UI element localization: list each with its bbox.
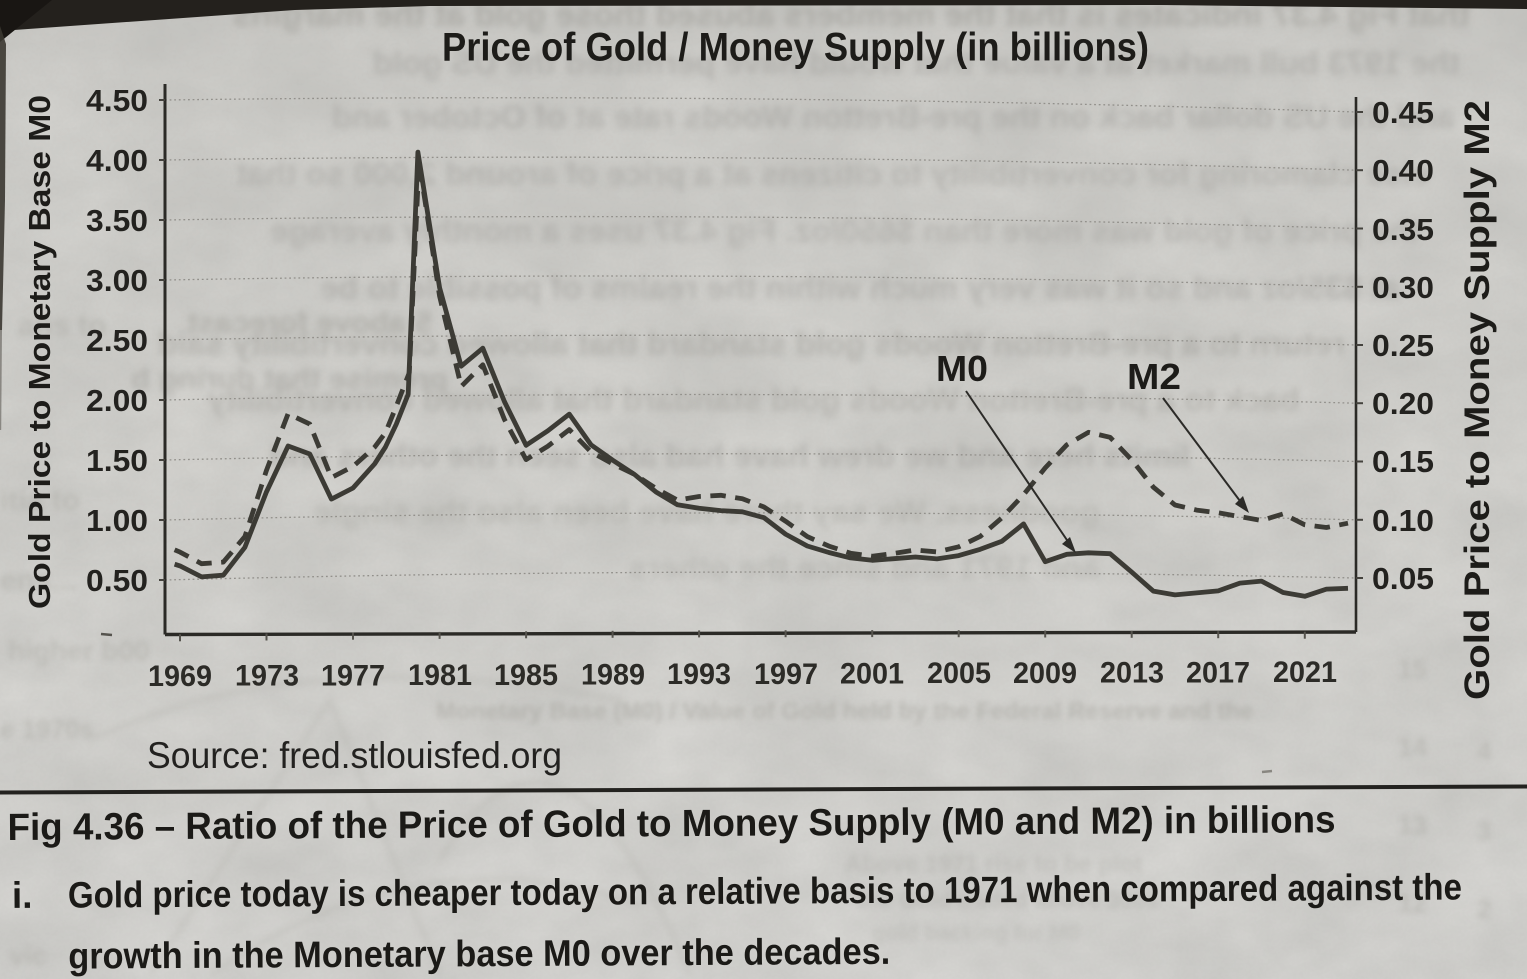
svg-text:0.20: 0.20 [1372,386,1434,421]
svg-text:14: 14 [1398,732,1427,762]
svg-text:0.10: 0.10 [1372,503,1434,538]
svg-text:gold backing for M0: gold backing for M0 [872,920,1080,945]
svg-text:e 1970s: e 1970s [0,714,94,744]
svg-text:the price of gold was more tha: the price of gold was more than $650/oz.… [270,212,1420,249]
svg-text:and 1971 and since the others: and 1971 and since the others [629,549,1100,586]
svg-text:ens...: ens... [0,564,77,597]
svg-text:1973: 1973 [235,660,299,693]
svg-text:premise that during b: premise that during b [131,361,448,396]
svg-text:1989: 1989 [581,659,645,692]
svg-text:0.50: 0.50 [86,563,148,598]
svg-text:the 1973 bull market at a valu: the 1973 bull market at a value that wou… [373,44,1460,81]
svg-text:13: 13 [1398,810,1427,840]
svg-text:1981: 1981 [408,659,472,692]
svg-text:5 above forecast: 5 above forecast [187,305,432,340]
svg-text:higher b00: higher b00 [8,635,150,666]
svg-text:4.00: 4.00 [86,143,148,178]
svg-text:4.50: 4.50 [86,83,148,118]
svg-text:1969: 1969 [148,660,212,693]
svg-text:2001: 2001 [840,658,904,691]
svg-text:0.25: 0.25 [1372,328,1434,363]
svg-text:0.30: 0.30 [1372,270,1434,305]
svg-text:2005: 2005 [927,657,991,690]
svg-text:M0: M0 [936,348,988,389]
svg-text:2009: 2009 [1013,657,1077,690]
svg-text:back to a pre-Bretton Woods go: back to a pre-Bretton Woods gold standar… [207,381,1300,418]
svg-text:itia to: itia to [0,484,80,517]
svg-text:at $35/oz and so it was very: at $35/oz and so it was very much within… [320,269,1400,306]
svg-text:Gold price today is cheaper to: Gold price today is cheaper today on a r… [68,867,1462,916]
svg-text:2.50: 2.50 [86,323,148,358]
svg-text:growth in the Monetary base M0: growth in the Monetary base M0 over the … [68,931,890,977]
svg-text:Gold Price to Money Supply M2: Gold Price to Money Supply M2 [1458,100,1497,700]
svg-text:i.: i. [12,875,33,916]
svg-text:0.05: 0.05 [1372,561,1434,596]
svg-text:the Gold traded above 300s: the Gold traded above 300s [858,887,1158,913]
svg-text:Above 1971 rise to be plot: Above 1971 rise to be plot [845,851,1142,878]
svg-text:limits here and we drew have h: limits here and we drew have had also se… [269,437,1190,474]
svg-text:15: 15 [1398,654,1427,684]
svg-text:return to a pre-Bretton Woods: return to a pre-Bretton Woods gold stand… [157,325,1345,362]
svg-text:ans to: ans to [18,309,106,342]
svg-text:0.40: 0.40 [1372,153,1434,188]
svg-text:3: 3 [1477,816,1491,846]
svg-text:Monetary Base (M0) / Value of: Monetary Base (M0) / Value of Gold held … [436,698,1254,725]
svg-text:1997: 1997 [754,658,818,691]
svg-text:1.50: 1.50 [86,443,148,478]
svg-text:Gold Price to Monetary Base M0: Gold Price to Monetary Base M0 [22,95,57,609]
svg-text:2017: 2017 [1186,656,1250,689]
svg-text:Price of Gold / Money Supply (: Price of Gold / Money Supply (in billion… [442,26,1149,70]
svg-text:M2: M2 [1127,356,1181,397]
svg-text:2021: 2021 [1273,656,1337,689]
svg-text:1993: 1993 [667,658,731,691]
svg-text:vic: vic [10,941,46,971]
svg-text:else clamoring for convertibil: else clamoring for convertibility to cit… [236,155,1430,192]
svg-text:1985: 1985 [494,659,558,692]
svg-text:3.00: 3.00 [86,263,148,298]
svg-text:and the US dollar back on the: and the US dollar back on the pre-Bretto… [332,98,1455,135]
svg-text:2: 2 [1477,894,1491,924]
svg-text:Fig 4.36 – Ratio of the Price: Fig 4.36 – Ratio of the Price of Gold to… [7,799,1335,849]
svg-text:2013: 2013 [1100,657,1164,690]
svg-text:0.35: 0.35 [1372,212,1434,247]
svg-text:4: 4 [1477,736,1492,766]
svg-text:0.15: 0.15 [1372,444,1434,479]
svg-text:3.50: 3.50 [86,203,148,238]
svg-text:1.00: 1.00 [86,503,148,538]
svg-text:2.00: 2.00 [86,383,148,418]
svg-text:Source: fred.stlouisfed.org: Source: fred.stlouisfed.org [147,735,562,776]
svg-text:12: 12 [1398,888,1427,918]
svg-text:0.45: 0.45 [1372,95,1434,130]
svg-text:1977: 1977 [321,659,385,692]
